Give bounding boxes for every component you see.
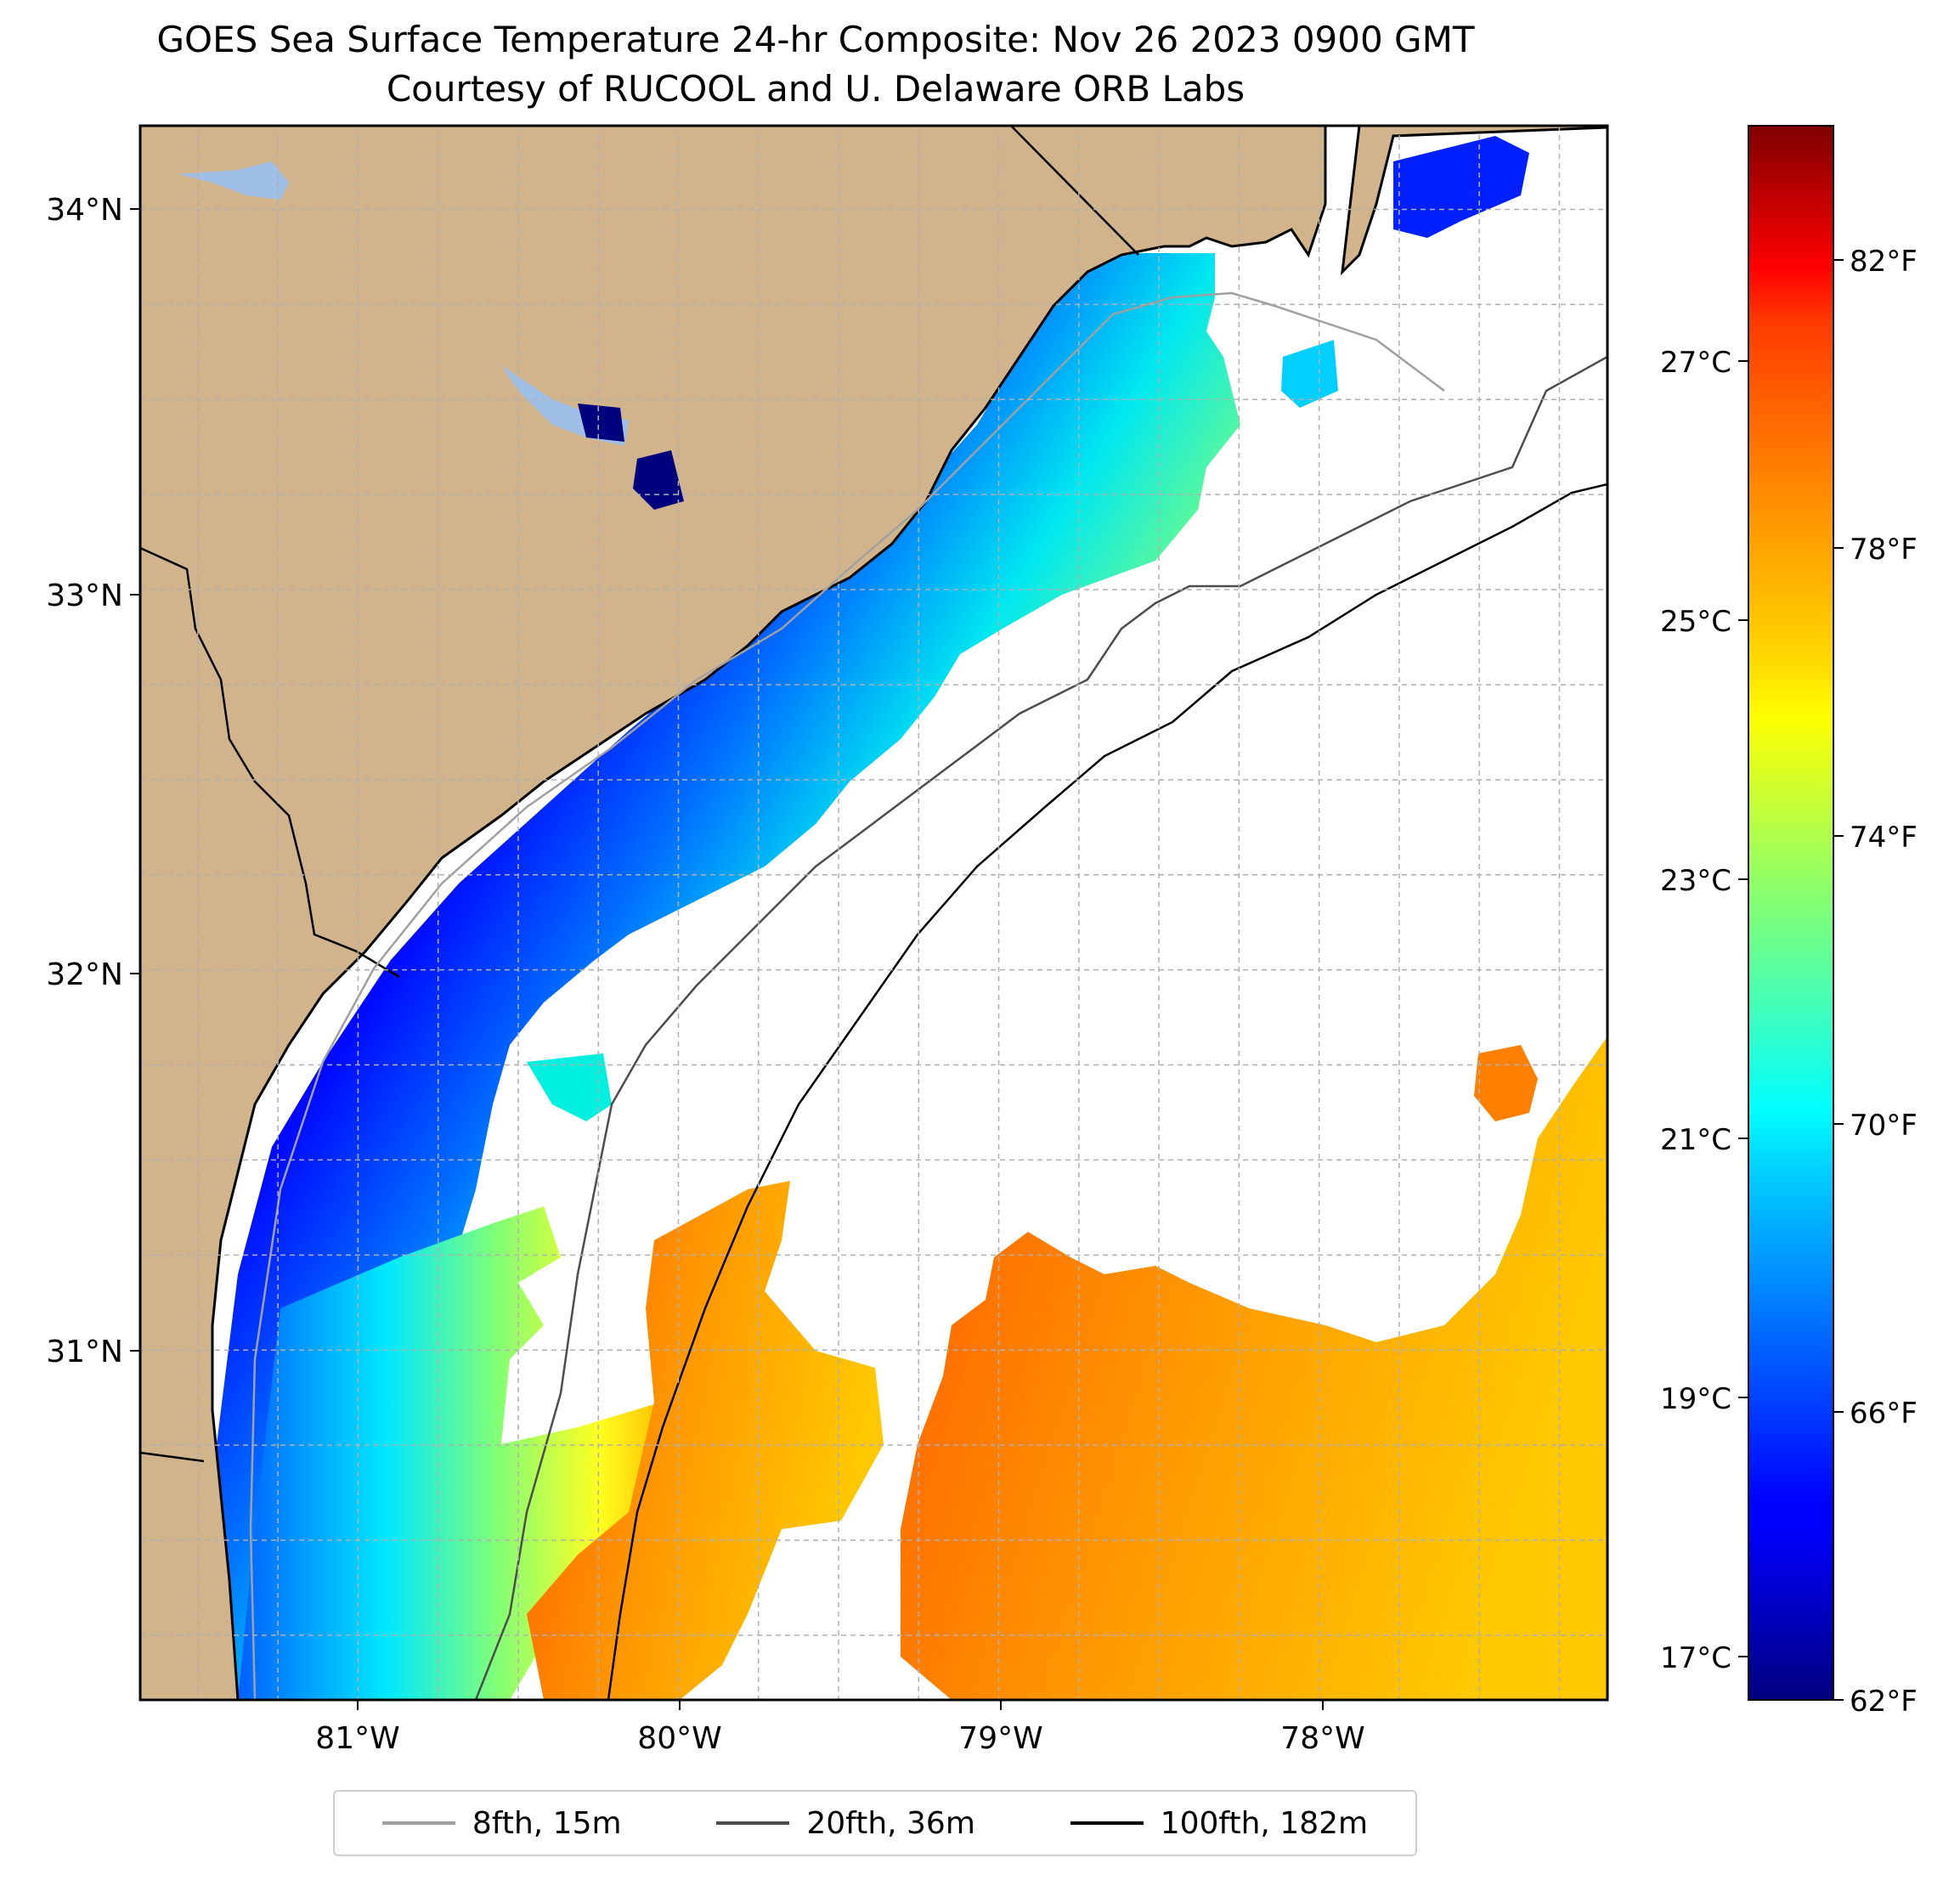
lat-tick-label: 32°N — [46, 957, 123, 992]
state-border-ga-fl — [140, 1451, 205, 1463]
legend-item-20fth: 20fth, 36m — [716, 1806, 975, 1841]
colorbar-gradient — [1748, 125, 1834, 1701]
colorbar-f-tick-label: 78°F — [1850, 533, 1918, 567]
legend-label: 100fth, 182m — [1160, 1805, 1369, 1841]
colorbar-c-tick-label: 19°C — [1660, 1382, 1731, 1416]
sst-gulfstream-east — [901, 1036, 1607, 1700]
colorbar-c-tick-25: 25°C — [1660, 605, 1748, 639]
colorbar-f-tick-label: 66°F — [1850, 1397, 1918, 1431]
map-plot-area — [140, 126, 1607, 1700]
map-frame — [138, 124, 1609, 1702]
sst-warm-eddy — [1474, 1045, 1538, 1121]
legend-item-100fth: 100fth, 182m — [1070, 1806, 1368, 1841]
lon-tick-label: 79°W — [958, 1721, 1042, 1756]
colorbar-f-tick-label: 62°F — [1850, 1685, 1918, 1719]
legend-swatch — [381, 1821, 455, 1825]
isobath-100fth — [607, 483, 1607, 1700]
colorbar-c-tick-label: 17°C — [1660, 1641, 1731, 1675]
colorbar-f-tick-70: 70°F — [1833, 1109, 1918, 1143]
colorbar-f-tick-label: 70°F — [1850, 1109, 1918, 1143]
legend-label: 8fth, 15m — [472, 1805, 622, 1841]
lon-tick-79w: 79°W — [958, 1700, 1043, 1756]
isobath-8fth — [249, 291, 1445, 1700]
legend-label: 20fth, 36m — [806, 1805, 975, 1841]
lat-tick-31n: 31°N — [46, 1335, 140, 1369]
colorbar-f-tick-66: 66°F — [1833, 1397, 1918, 1431]
colorbar-f-tick-62: 62°F — [1833, 1685, 1918, 1719]
state-border-nc-sc — [1010, 126, 1139, 256]
lake-north — [178, 161, 289, 200]
gridlines — [140, 126, 1607, 1700]
sst-shelf-cold-band — [204, 253, 1240, 1700]
colorbar-f-tick-78: 78°F — [1833, 533, 1918, 567]
lake-marion-cold — [578, 404, 624, 442]
colorbar-c-tick-19: 19°C — [1660, 1382, 1748, 1416]
lat-tick-label: 34°N — [46, 193, 123, 228]
colorbar-c-tick-27: 27°C — [1660, 346, 1748, 380]
lon-tick-label: 78°W — [1280, 1721, 1364, 1756]
lon-tick-label: 80°W — [637, 1721, 721, 1756]
legend-swatch — [716, 1821, 790, 1825]
sst-northeast-blue — [1393, 136, 1529, 238]
latitude-axis: 34°N 33°N 32°N 31°N — [46, 193, 140, 1369]
lon-tick-80w: 80°W — [637, 1700, 722, 1756]
land-northeast — [1341, 126, 1607, 276]
colorbar-c-tick-label: 27°C — [1660, 346, 1731, 380]
isobath-20fth — [474, 355, 1607, 1700]
colorbar-f-tick-82: 82°F — [1833, 245, 1918, 279]
lat-tick-label: 31°N — [46, 1335, 123, 1369]
sst-southwest-gradient — [238, 1206, 663, 1700]
sst-gulfstream-west — [527, 1181, 884, 1700]
lon-tick-81w: 81°W — [315, 1700, 400, 1756]
lon-tick-78w: 78°W — [1280, 1700, 1365, 1756]
lon-tick-label: 81°W — [315, 1721, 399, 1756]
colorbar-c-tick-label: 23°C — [1660, 864, 1731, 898]
legend-item-8fth: 8fth, 15m — [381, 1805, 622, 1841]
lat-tick-32n: 32°N — [46, 957, 140, 992]
colorbar-f-tick-74: 74°F — [1833, 821, 1918, 855]
longitude-axis: 81°W 80°W 79°W 78°W — [315, 1700, 1365, 1756]
sst-shelf-cyan-patch — [527, 1053, 612, 1121]
colorbar-c-tick-label: 25°C — [1660, 605, 1731, 639]
map-subtitle: Courtesy of RUCOOL and U. Delaware ORB L… — [386, 68, 1245, 110]
lat-tick-34n: 34°N — [46, 193, 140, 228]
colorbar-c-tick-17: 17°C — [1660, 1641, 1748, 1675]
colorbar-f-tick-label: 82°F — [1850, 245, 1918, 279]
state-border — [140, 546, 400, 979]
colorbar-c-tick-21: 21°C — [1660, 1123, 1748, 1157]
lat-tick-label: 33°N — [46, 579, 123, 613]
colorbar-f-tick-label: 74°F — [1850, 821, 1918, 855]
colorbar-c-tick-label: 21°C — [1660, 1123, 1731, 1157]
sst-northeast-cyan — [1281, 340, 1338, 408]
colorbar-c-tick-23: 23°C — [1660, 864, 1748, 898]
lat-tick-33n: 33°N — [46, 579, 140, 613]
legend-swatch — [1070, 1821, 1144, 1825]
isobath-legend: 8fth, 15m 20fth, 36m 100fth, 182m — [333, 1790, 1417, 1856]
colorbar: 62°F 66°F 70°F 74°F 78°F 82°F 17°C 19° — [1660, 125, 1918, 1719]
map-title: GOES Sea Surface Temperature 24-hr Compo… — [156, 19, 1475, 60]
